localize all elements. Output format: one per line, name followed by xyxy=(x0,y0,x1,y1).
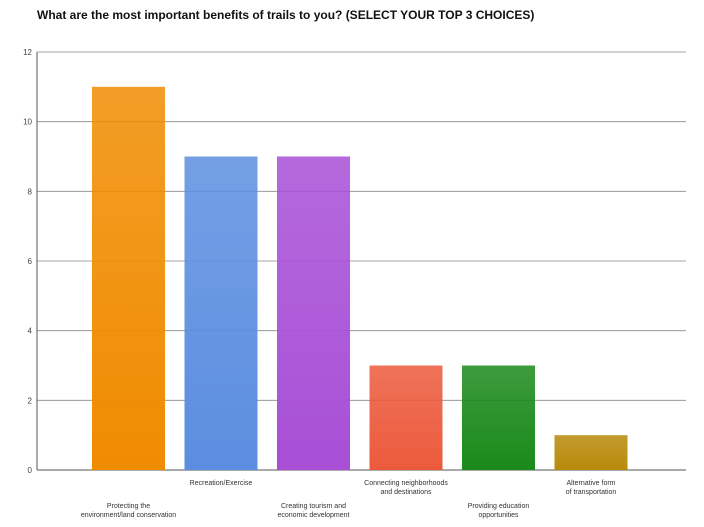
chart-title: What are the most important benefits of … xyxy=(37,8,535,22)
bar xyxy=(277,156,350,470)
y-tick-label: 4 xyxy=(28,327,33,336)
category-label: Connecting neighborhoods and destinations xyxy=(364,480,448,496)
bar xyxy=(369,365,443,470)
category-label: Protecting the environment/land conservat… xyxy=(81,503,176,519)
bar xyxy=(92,86,165,470)
bar xyxy=(462,365,535,470)
category-label: Recreation/Exercise xyxy=(190,480,253,487)
category-label: Providing education opportunities xyxy=(468,503,530,519)
y-tick-label: 12 xyxy=(23,48,32,57)
category-label: Creating tourism and economic development xyxy=(278,503,350,519)
y-tick-label: 0 xyxy=(28,466,33,475)
y-tick-label: 8 xyxy=(28,187,33,196)
category-label: Alternative form of transportation xyxy=(566,480,617,496)
y-tick-label: 2 xyxy=(28,396,33,405)
y-tick-label: 10 xyxy=(23,118,32,127)
y-tick-label: 6 xyxy=(28,257,33,266)
bar xyxy=(184,156,258,470)
bar xyxy=(554,435,628,470)
